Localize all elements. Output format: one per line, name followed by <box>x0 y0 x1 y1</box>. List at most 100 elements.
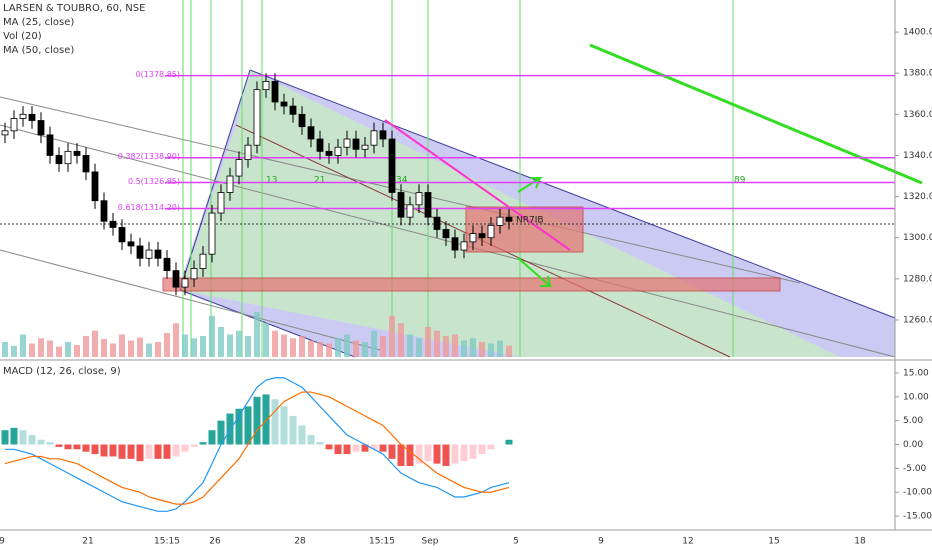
candle-body <box>253 89 261 146</box>
x-tick-label: 9 <box>0 537 5 547</box>
candle-body <box>460 241 468 251</box>
macd-hist-bar <box>298 425 306 445</box>
volume-bar <box>101 339 107 357</box>
candle-body <box>424 192 432 218</box>
volume-bar <box>506 345 512 357</box>
candle-body <box>100 200 108 222</box>
macd-line <box>5 377 510 512</box>
macd-hist-bar <box>370 444 378 450</box>
candle-body <box>361 144 369 150</box>
candle-body <box>505 216 513 222</box>
macd-hist-bar <box>199 442 207 445</box>
macd-hist-bar <box>271 399 279 445</box>
candle-body <box>244 144 252 160</box>
macd-hist-bar <box>397 444 405 466</box>
fib-label: 0.5(1326.85) <box>128 177 180 186</box>
volume-bar <box>434 330 440 357</box>
y-tick-label: 1340.00 <box>903 151 932 161</box>
macd-hist-bar <box>64 444 72 450</box>
y2-tick-label: 15.00 <box>903 368 929 378</box>
candle-body <box>199 253 207 269</box>
fib-time-label: 13 <box>266 176 277 186</box>
candle-body <box>37 120 45 136</box>
macd-hist-bar <box>37 439 45 445</box>
macd-hist-bar <box>487 444 495 450</box>
volume-bar <box>326 343 332 357</box>
volume-bar <box>20 334 26 357</box>
candle-body <box>316 138 324 152</box>
candle-body <box>10 118 18 132</box>
candle-body <box>379 130 387 140</box>
macd-hist-bar <box>145 444 153 459</box>
volume-bar <box>119 334 125 357</box>
macd-hist-bar <box>406 444 414 466</box>
fib-label: 0.618(1314.20) <box>118 203 180 212</box>
volume-bar <box>425 327 431 357</box>
x-tick-label: 15:15 <box>154 537 180 547</box>
candle-body <box>325 150 333 156</box>
x-tick-label: 15:15 <box>369 537 395 547</box>
y-tick-label: 1300.00 <box>903 233 932 243</box>
volume-bar <box>92 330 98 357</box>
candle-body <box>28 113 36 121</box>
macd-hist-bar <box>451 444 459 464</box>
volume-bar <box>2 342 8 357</box>
candle-body <box>280 101 288 107</box>
y-tick-label: 1320.00 <box>903 192 932 202</box>
macd-hist-bar <box>46 442 54 445</box>
x-tick-label: 26 <box>209 537 221 547</box>
macd-hist-bar <box>100 444 108 457</box>
macd-hist-bar <box>19 430 27 445</box>
macd-hist-bar <box>154 444 162 459</box>
macd-hist-bar <box>190 444 198 447</box>
volume-bar <box>452 334 458 357</box>
macd-hist-bar <box>442 444 450 466</box>
x-tick-label: 28 <box>294 537 306 547</box>
volume-bar <box>83 336 89 357</box>
macd-label: MACD (12, 26, close, 9) <box>3 366 121 377</box>
candle-body <box>172 270 180 288</box>
indicator-label: MA (25, close) <box>3 17 74 28</box>
candle-body <box>82 155 90 173</box>
x-tick-label: 21 <box>82 537 93 547</box>
channel-line <box>249 69 896 319</box>
y2-tick-label: 5.00 <box>903 416 923 426</box>
volume-bar <box>479 342 485 357</box>
candle-body <box>235 159 243 177</box>
candle-body <box>145 249 153 259</box>
macd-hist-bar <box>325 444 333 450</box>
y-tick-label: 1280.00 <box>903 274 932 284</box>
volume-bar <box>380 336 386 357</box>
volume-bar <box>155 342 161 357</box>
trend-line <box>384 119 571 251</box>
volume-bar <box>281 334 287 357</box>
volume-bar <box>461 340 467 357</box>
macd-hist-bar <box>163 444 171 459</box>
volume-bar <box>353 340 359 357</box>
candle-body <box>64 150 72 165</box>
macd-hist-bar <box>28 434 36 445</box>
x-tick-label: Sep <box>422 537 439 547</box>
marks: 0(1378.85) 0.382(1338.90) 0.5(1326.85) 0.61… <box>1 70 895 512</box>
candle-body <box>442 229 450 239</box>
candle-body <box>406 204 414 218</box>
annotation: NR7IB <box>516 216 544 226</box>
candle-body <box>19 113 27 119</box>
fib-time-label: 89 <box>734 176 746 186</box>
volume-bar <box>371 330 377 357</box>
macd-hist-bar <box>73 444 81 450</box>
fib-label: 0(1378.85) <box>136 70 180 79</box>
candle-body <box>487 224 495 239</box>
y-tick-label: 1360.00 <box>903 110 932 120</box>
y-tick-label: 1380.00 <box>903 69 932 79</box>
macd-hist-bar <box>118 444 126 459</box>
macd-hist-bar <box>208 430 216 445</box>
volume-bar <box>245 336 251 357</box>
macd-hist-bar <box>478 444 486 455</box>
macd-hist-bar <box>253 396 261 445</box>
macd-hist-bar <box>82 444 90 452</box>
macd-hist-bar <box>172 444 180 457</box>
candle-body <box>73 150 81 156</box>
macd-hist-bar <box>10 427 18 445</box>
candle-body <box>262 81 270 91</box>
